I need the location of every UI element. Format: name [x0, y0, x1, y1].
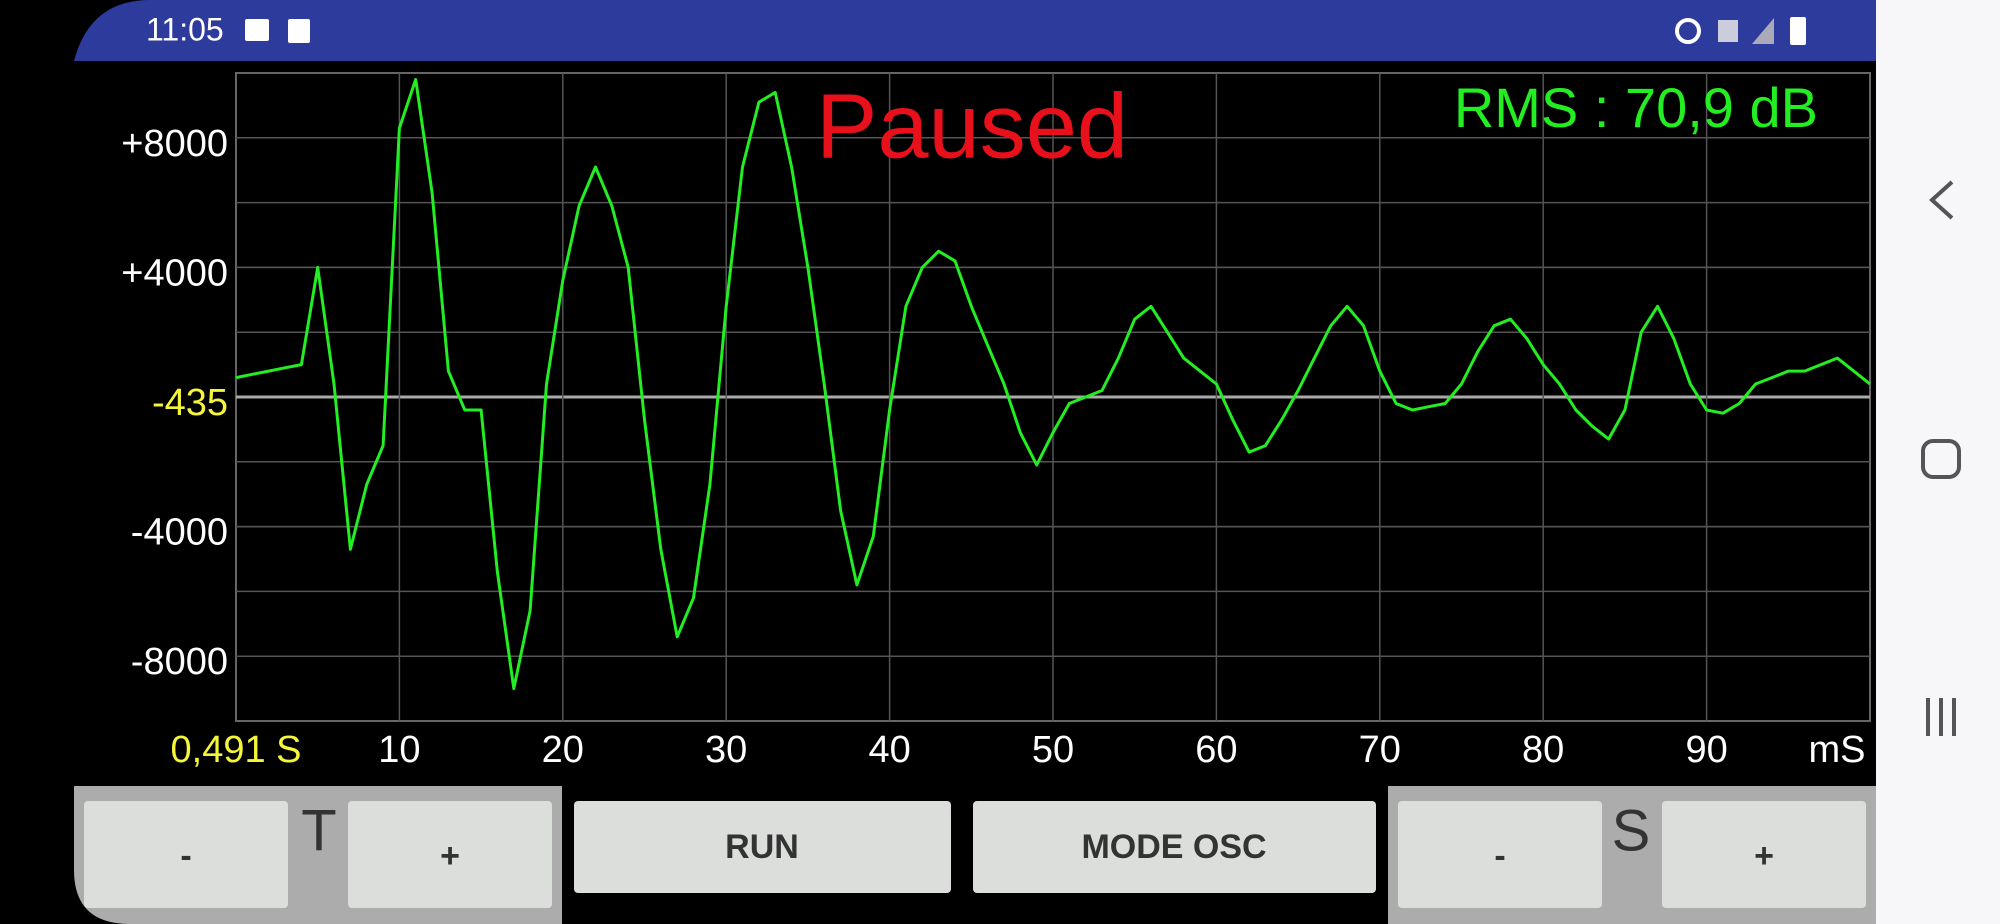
run-button[interactable] [574, 801, 951, 893]
x-tick-label: 10 [378, 729, 420, 771]
y-tick-label: -4000 [131, 512, 228, 554]
time-minus-text: - [180, 837, 191, 875]
x-tick-label: 30 [705, 729, 747, 771]
x-tick-label: 40 [868, 729, 910, 771]
nav-bar [1876, 0, 2000, 924]
status-bar [74, 0, 1876, 61]
x-tick-label: 20 [542, 729, 584, 771]
app-icon [288, 19, 310, 43]
y-tick-label: +4000 [121, 252, 228, 294]
alarm-icon [1675, 18, 1701, 44]
recents-button[interactable] [1926, 698, 1956, 736]
y-tick-label: +8000 [121, 123, 228, 165]
network-icon [1718, 20, 1738, 42]
scale-plus-button[interactable] [1662, 801, 1866, 908]
scale-minus-button[interactable] [1398, 801, 1602, 908]
offset-label: -435 [152, 382, 228, 424]
time-minus-button[interactable] [84, 801, 288, 908]
scale-minus-text: - [1494, 837, 1505, 875]
time-base: 0,491 S [171, 729, 302, 771]
x-tick-label: 90 [1685, 729, 1727, 771]
time-label: T [301, 798, 336, 863]
signal-icon [1752, 18, 1774, 44]
home-button[interactable] [1921, 439, 1961, 479]
time-plus-text: + [440, 837, 460, 875]
time-plus-button[interactable] [348, 801, 552, 908]
plot [235, 78, 1871, 691]
mode-button[interactable] [973, 801, 1376, 893]
battery-icon [1790, 17, 1806, 45]
waveform [235, 78, 1871, 691]
scale-plus-text: + [1754, 837, 1774, 875]
x-tick-label: 80 [1522, 729, 1564, 771]
scale-label: S [1612, 798, 1651, 863]
status-text: Paused [816, 75, 1128, 177]
mode-text: MODE OSC [1081, 828, 1266, 866]
gallery-icon [245, 19, 269, 41]
run-text: RUN [725, 828, 799, 866]
x-tick-label: 60 [1195, 729, 1237, 771]
x-unit: mS [1809, 729, 1866, 771]
back-button[interactable] [1929, 180, 1954, 220]
x-tick-label: 70 [1359, 729, 1401, 771]
y-tick-label: -8000 [131, 641, 228, 683]
x-tick-label: 50 [1032, 729, 1074, 771]
clock: 11:05 [146, 11, 224, 47]
rms-text: RMS : 70,9 dB [1454, 76, 1818, 139]
